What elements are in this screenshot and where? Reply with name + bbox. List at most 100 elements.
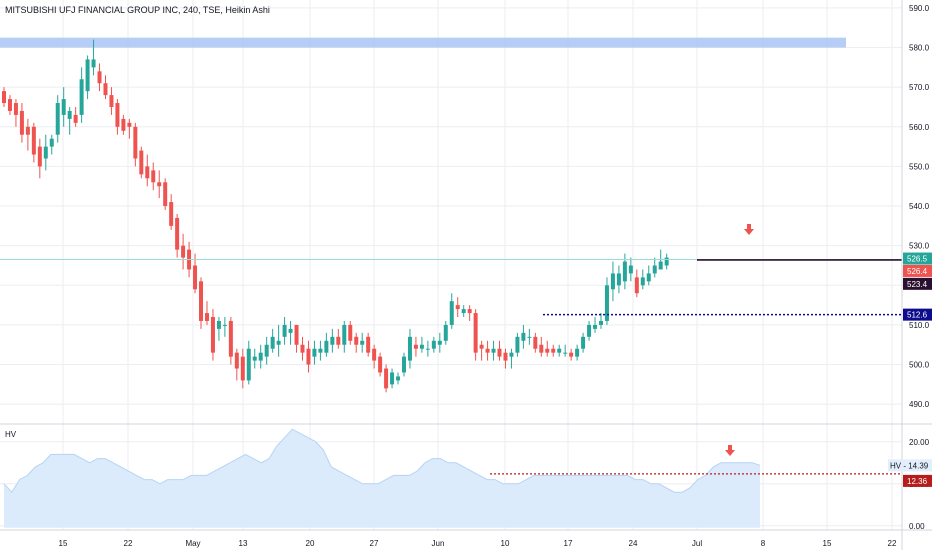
candle-body bbox=[145, 166, 150, 179]
candle-body bbox=[431, 340, 436, 349]
candle-body bbox=[527, 336, 532, 338]
candle-body bbox=[533, 336, 538, 349]
hv-threshold-tag-bg bbox=[903, 474, 932, 487]
candle-body bbox=[610, 273, 615, 290]
candle-body bbox=[581, 336, 586, 349]
candle-body bbox=[563, 352, 568, 354]
x-tick-label: 13 bbox=[239, 539, 248, 548]
horizontal-lines bbox=[0, 259, 902, 316]
candle-body bbox=[294, 324, 299, 345]
y-tick-label: 540.0 bbox=[909, 202, 930, 211]
candle-body bbox=[121, 118, 126, 131]
candle-body bbox=[354, 336, 359, 345]
price-tag-bg bbox=[903, 252, 932, 265]
candle-body bbox=[497, 348, 502, 357]
candle-body bbox=[61, 99, 66, 115]
candle-body bbox=[67, 110, 72, 119]
candle-body bbox=[599, 320, 603, 325]
y-tick-label: 510.0 bbox=[909, 321, 930, 330]
hv-indicator bbox=[3, 428, 902, 528]
candle-body bbox=[73, 114, 78, 123]
candle-body bbox=[646, 273, 651, 282]
hv-threshold-tag-label: 12.36 bbox=[907, 477, 928, 486]
hv-legend: HV bbox=[5, 430, 17, 439]
candle-body bbox=[443, 324, 448, 341]
y-tick-label: 550.0 bbox=[909, 162, 930, 171]
candle-body bbox=[300, 344, 305, 353]
candle-body bbox=[509, 352, 514, 357]
candle-body bbox=[384, 368, 389, 389]
candle-body bbox=[228, 320, 233, 357]
candle-body bbox=[181, 245, 186, 258]
candle-body bbox=[503, 352, 508, 361]
x-tick-label: 27 bbox=[370, 539, 379, 548]
candle-body bbox=[151, 170, 156, 183]
y-tick-label: 570.0 bbox=[909, 83, 930, 92]
candle-body bbox=[49, 138, 54, 147]
candle-body bbox=[252, 356, 257, 361]
candle-body bbox=[575, 348, 580, 357]
candle-body bbox=[372, 348, 377, 361]
candle-body bbox=[264, 344, 269, 357]
candle-body bbox=[306, 348, 311, 365]
candle-body bbox=[587, 324, 592, 337]
hv-area-fill bbox=[4, 429, 760, 528]
candle-body bbox=[91, 59, 96, 68]
candle-body bbox=[79, 79, 84, 115]
candle-body bbox=[336, 336, 341, 345]
x-tick-label: 22 bbox=[888, 539, 897, 548]
price-tags: 526.5 526.4 523.4 512.6 HV - 14.39 12.36 bbox=[888, 252, 932, 487]
candle-body bbox=[43, 146, 48, 159]
candle-body bbox=[628, 265, 633, 274]
y-tick-label: 560.0 bbox=[909, 123, 930, 132]
candle-body bbox=[485, 348, 490, 353]
hv-current-tag-label: HV - 14.39 bbox=[890, 461, 929, 470]
candle-body bbox=[425, 348, 430, 350]
price-tag-label: 512.6 bbox=[907, 311, 928, 320]
x-tick-label: May bbox=[185, 539, 200, 548]
candle-body bbox=[521, 332, 526, 341]
candle-body bbox=[37, 146, 42, 167]
candle-body bbox=[169, 202, 174, 226]
candle-body bbox=[366, 336, 371, 353]
candle-body bbox=[127, 122, 132, 127]
candle-body bbox=[246, 348, 251, 381]
x-tick-label: 17 bbox=[564, 539, 573, 548]
candle-body bbox=[109, 95, 114, 107]
x-tick-label: 8 bbox=[761, 539, 766, 548]
candle-body bbox=[288, 328, 293, 333]
candle-body bbox=[545, 348, 550, 353]
chart-title: MITSUBISHI UFJ FINANCIAL GROUP INC, 240,… bbox=[5, 5, 270, 15]
candle-body bbox=[557, 348, 562, 353]
candle-body bbox=[7, 99, 12, 111]
candle-body bbox=[2, 91, 6, 104]
candle-body bbox=[330, 336, 335, 345]
hv-y-tick-label: 0.00 bbox=[909, 522, 925, 531]
candle-body bbox=[449, 301, 454, 325]
candle-body bbox=[348, 324, 353, 341]
candle-body bbox=[515, 336, 520, 353]
candle-body bbox=[55, 103, 60, 135]
candle-body bbox=[282, 324, 287, 337]
candle-body bbox=[139, 150, 144, 175]
candle-body bbox=[163, 182, 168, 207]
candle-body bbox=[324, 340, 329, 353]
candle-body bbox=[276, 340, 281, 345]
candle-body bbox=[622, 261, 627, 282]
x-tick-label: 20 bbox=[306, 539, 315, 548]
candle-body bbox=[222, 324, 227, 326]
candle-body bbox=[31, 126, 36, 155]
candle-body bbox=[115, 103, 120, 127]
candle-body bbox=[13, 103, 18, 115]
candle-body bbox=[616, 273, 621, 286]
candle-body bbox=[491, 348, 496, 353]
candle-body bbox=[360, 340, 365, 345]
price-tag-bg bbox=[903, 277, 932, 290]
candle-body bbox=[467, 309, 472, 314]
x-tick-label: Jul bbox=[692, 539, 702, 548]
price-tag-bg bbox=[903, 308, 932, 321]
y-tick-label: 590.0 bbox=[909, 4, 930, 13]
candle-body bbox=[19, 110, 24, 135]
candle-body bbox=[390, 372, 395, 385]
x-tick-label: Jun bbox=[432, 539, 445, 548]
